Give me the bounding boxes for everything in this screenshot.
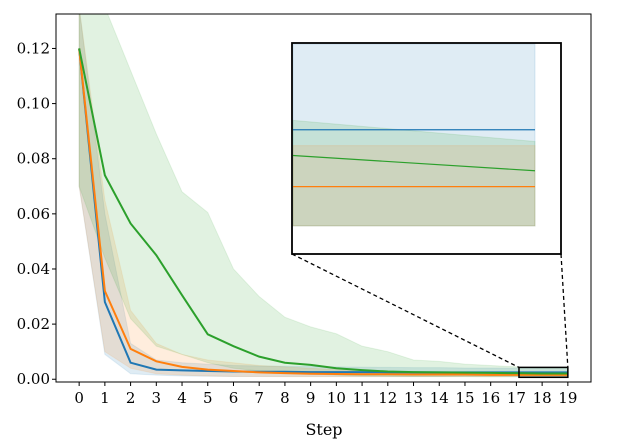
x-tick-label: 5 bbox=[203, 389, 213, 407]
inset-frame bbox=[291, 42, 562, 255]
x-tick-label: 11 bbox=[353, 389, 372, 407]
x-tick-label: 3 bbox=[152, 389, 162, 407]
x-axis-label: Step bbox=[305, 420, 342, 439]
x-tick-label: 9 bbox=[306, 389, 316, 407]
y-tick-label: 0.04 bbox=[17, 260, 50, 278]
inset-orange-band bbox=[292, 145, 536, 227]
plot-frame bbox=[55, 13, 592, 383]
series-orange-line bbox=[78, 48, 568, 376]
series-lines bbox=[78, 48, 568, 376]
inset-background bbox=[292, 43, 561, 254]
x-tick-label: 19 bbox=[558, 389, 577, 407]
zoom-region-box bbox=[518, 366, 569, 379]
x-tick-label: 17 bbox=[507, 389, 526, 407]
y-axis: 0.00 0.02 0.04 0.06 0.08 0.10 0.12 bbox=[17, 39, 56, 388]
x-tick-label: 0 bbox=[74, 389, 84, 407]
y-tick-label: 0.12 bbox=[17, 39, 50, 57]
x-tick-label: 16 bbox=[481, 389, 500, 407]
y-tick-label: 0.06 bbox=[17, 205, 50, 223]
x-tick-label: 2 bbox=[126, 389, 136, 407]
y-tick-label: 0.02 bbox=[17, 315, 50, 333]
x-tick-label: 12 bbox=[378, 389, 397, 407]
x-axis: 0 1 2 3 4 5 6 7 8 9 10 11 12 13 14 15 16 17 18 19 bbox=[74, 382, 577, 407]
x-tick-label: 10 bbox=[327, 389, 346, 407]
zoom-connector-right bbox=[560, 253, 569, 368]
x-tick-label: 15 bbox=[455, 389, 474, 407]
x-tick-label: 14 bbox=[430, 389, 449, 407]
inset-content bbox=[292, 43, 536, 227]
zoom-connector-left bbox=[291, 253, 520, 368]
x-tick-label: 6 bbox=[229, 389, 239, 407]
x-tick-label: 4 bbox=[177, 389, 187, 407]
x-tick-label: 7 bbox=[254, 389, 264, 407]
series-green-line bbox=[78, 48, 568, 375]
y-tick-label: 0.00 bbox=[17, 370, 50, 388]
y-tick-label: 0.10 bbox=[17, 95, 50, 113]
zoom-indicators bbox=[291, 253, 569, 379]
inset-green-line bbox=[292, 154, 536, 172]
x-tick-label: 1 bbox=[100, 389, 110, 407]
x-tick-label: 8 bbox=[280, 389, 290, 407]
y-tick-label: 0.08 bbox=[17, 150, 50, 168]
x-tick-label: 18 bbox=[533, 389, 552, 407]
inset-zoom-panel bbox=[291, 42, 562, 255]
inset-blue-band bbox=[292, 43, 536, 227]
x-tick-label: 13 bbox=[404, 389, 423, 407]
inset-green-band bbox=[292, 119, 536, 227]
